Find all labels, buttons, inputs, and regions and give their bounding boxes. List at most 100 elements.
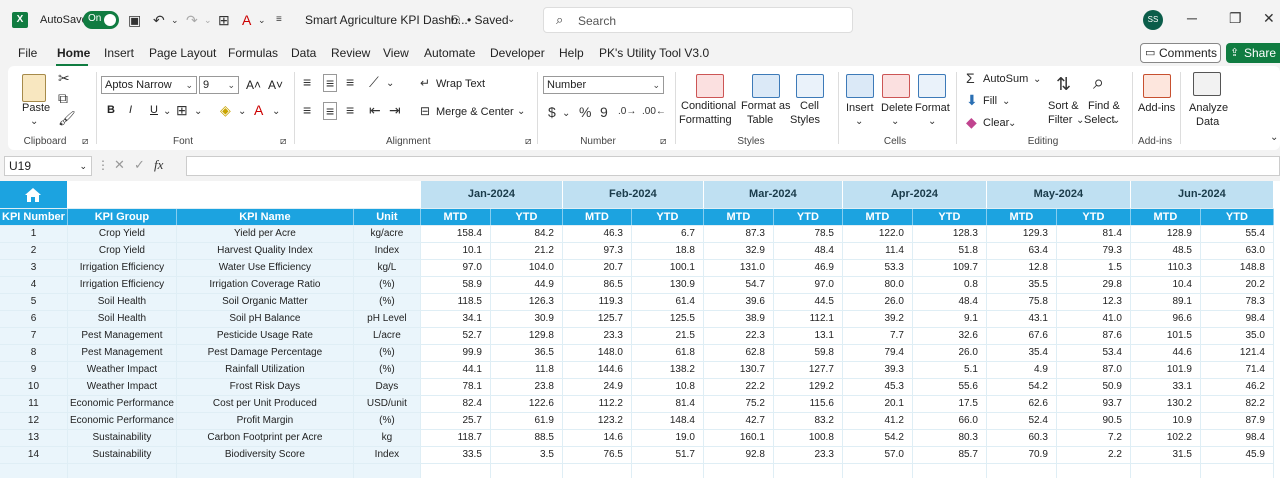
sort-filter-icon[interactable]: ⇅ [1056, 74, 1072, 94]
autosum-dropdown-icon[interactable]: ⌄ [1033, 74, 1042, 85]
mtd-value-cell[interactable]: 96.6 [1130, 310, 1201, 328]
empty-cell[interactable] [562, 463, 632, 478]
empty-cell[interactable] [1200, 463, 1274, 478]
insert-cells-icon[interactable] [846, 74, 874, 98]
mtd-value-cell[interactable]: 25.7 [420, 412, 491, 430]
unit-cell[interactable]: pH Level [353, 310, 421, 328]
share-button[interactable]: ⇪ Share [1226, 43, 1280, 63]
mtd-value-cell[interactable]: 31.5 [1130, 446, 1201, 464]
merge-dropdown-icon[interactable]: ⌄ [517, 106, 526, 117]
paste-dropdown-icon[interactable]: ⌄ [30, 116, 39, 127]
ytd-value-cell[interactable]: 130.9 [631, 276, 704, 294]
ytd-value-cell[interactable]: 55.4 [1200, 225, 1274, 243]
font-color-dropdown-icon[interactable]: ⌄ [258, 15, 266, 25]
kpi-name-cell[interactable]: Pesticide Usage Rate [176, 327, 354, 345]
cut-icon[interactable]: ✂ [58, 70, 70, 86]
mtd-value-cell[interactable]: 23.3 [562, 327, 632, 345]
ytd-value-cell[interactable]: 63.0 [1200, 242, 1274, 260]
mtd-value-cell[interactable]: 144.6 [562, 361, 632, 379]
menu-data[interactable]: Data [291, 46, 317, 60]
clear-icon[interactable]: ◆ [966, 114, 977, 130]
kpi-name-cell[interactable]: Irrigation Coverage Ratio [176, 276, 354, 294]
ytd-value-cell[interactable]: 46.2 [1200, 378, 1274, 396]
saved-status[interactable]: • Saved [467, 13, 509, 27]
mtd-value-cell[interactable]: 62.8 [703, 344, 774, 362]
empty-cell[interactable] [490, 463, 563, 478]
mtd-value-cell[interactable]: 45.3 [842, 378, 913, 396]
unit-cell[interactable]: (%) [353, 344, 421, 362]
kpi-name-cell[interactable]: Pest Damage Percentage [176, 344, 354, 362]
kpi-number-cell[interactable]: 6 [0, 310, 68, 328]
empty-cell[interactable] [1056, 463, 1131, 478]
insert-function-icon[interactable]: fx [154, 157, 164, 172]
enter-icon[interactable]: ✓ [134, 157, 145, 172]
ytd-value-cell[interactable]: 11.8 [490, 361, 563, 379]
mtd-value-cell[interactable]: 39.3 [842, 361, 913, 379]
format-painter-icon[interactable]: 🖌 [58, 110, 76, 126]
ytd-value-cell[interactable]: 127.7 [773, 361, 843, 379]
ytd-value-cell[interactable]: 53.4 [1056, 344, 1131, 362]
mtd-value-cell[interactable]: 62.6 [986, 395, 1057, 413]
kpi-number-cell[interactable]: 9 [0, 361, 68, 379]
kpi-number-cell[interactable]: 13 [0, 429, 68, 447]
kpi-number-cell[interactable]: 1 [0, 225, 68, 243]
merge-center-icon[interactable]: ⊟ [420, 104, 431, 118]
mtd-value-cell[interactable]: 43.1 [986, 310, 1057, 328]
merge-center-label[interactable]: Merge & Center [436, 106, 514, 118]
ytd-value-cell[interactable]: 45.9 [1200, 446, 1274, 464]
kpi-group-cell[interactable]: Weather Impact [67, 378, 177, 396]
underline-dropdown-icon[interactable]: ⌄ [163, 106, 172, 117]
mtd-value-cell[interactable]: 42.7 [703, 412, 774, 430]
mtd-value-cell[interactable]: 52.4 [986, 412, 1057, 430]
mtd-value-cell[interactable]: 89.1 [1130, 293, 1201, 311]
mtd-value-cell[interactable]: 54.2 [986, 378, 1057, 396]
mtd-value-cell[interactable]: 35.5 [986, 276, 1057, 294]
filter-label[interactable]: Filter [1048, 114, 1073, 126]
cell-styles-icon[interactable] [796, 74, 824, 98]
ytd-value-cell[interactable]: 87.0 [1056, 361, 1131, 379]
kpi-number-cell[interactable]: 8 [0, 344, 68, 362]
delete-cells-label[interactable]: Delete [881, 102, 913, 114]
italic-icon[interactable]: I [129, 104, 133, 116]
autosum-icon[interactable]: Σ [966, 70, 975, 86]
ytd-value-cell[interactable]: 80.3 [912, 429, 987, 447]
collapse-ribbon-icon[interactable]: ⌄ [1270, 132, 1279, 143]
mtd-value-cell[interactable]: 128.9 [1130, 225, 1201, 243]
kpi-name-cell[interactable]: Water Use Efficiency [176, 259, 354, 277]
empty-cell[interactable] [773, 463, 843, 478]
ytd-value-cell[interactable]: 20.2 [1200, 276, 1274, 294]
empty-cell[interactable] [67, 463, 177, 478]
format-as-label[interactable]: Format as [741, 100, 791, 112]
ytd-value-cell[interactable]: 19.0 [631, 429, 704, 447]
delete-cells-icon[interactable] [882, 74, 910, 98]
mtd-value-cell[interactable]: 33.1 [1130, 378, 1201, 396]
mtd-value-cell[interactable]: 10.9 [1130, 412, 1201, 430]
mtd-value-cell[interactable]: 92.8 [703, 446, 774, 464]
currency-dropdown-icon[interactable]: ⌄ [562, 108, 571, 119]
ytd-value-cell[interactable]: 55.6 [912, 378, 987, 396]
kpi-group-cell[interactable]: Irrigation Efficiency [67, 259, 177, 277]
empty-cell[interactable] [842, 463, 913, 478]
kpi-group-cell[interactable]: Economic Performance [67, 412, 177, 430]
document-title[interactable]: Smart Agriculture KPI Dashb... [305, 13, 468, 27]
cancel-icon[interactable]: ✕ [114, 157, 125, 172]
font-launcher-icon[interactable]: ⧄ [280, 136, 287, 147]
mtd-value-cell[interactable]: 76.5 [562, 446, 632, 464]
unit-cell[interactable]: (%) [353, 361, 421, 379]
ytd-value-cell[interactable]: 122.6 [490, 395, 563, 413]
mtd-value-cell[interactable]: 20.1 [842, 395, 913, 413]
menu-page-layout[interactable]: Page Layout [149, 46, 217, 60]
percent-icon[interactable]: % [579, 104, 592, 120]
ytd-value-cell[interactable]: 71.4 [1200, 361, 1274, 379]
ytd-value-cell[interactable]: 29.8 [1056, 276, 1131, 294]
mtd-value-cell[interactable]: 101.5 [1130, 327, 1201, 345]
find-dropdown-icon[interactable]: ⌄ [1112, 115, 1121, 126]
mtd-value-cell[interactable]: 119.3 [562, 293, 632, 311]
decrease-font-icon[interactable]: A˅ [268, 78, 284, 92]
mtd-value-cell[interactable]: 24.9 [562, 378, 632, 396]
mtd-value-cell[interactable]: 54.2 [842, 429, 913, 447]
mtd-value-cell[interactable]: 53.3 [842, 259, 913, 277]
mtd-value-cell[interactable]: 12.8 [986, 259, 1057, 277]
empty-cell[interactable] [1130, 463, 1201, 478]
ytd-value-cell[interactable]: 51.7 [631, 446, 704, 464]
